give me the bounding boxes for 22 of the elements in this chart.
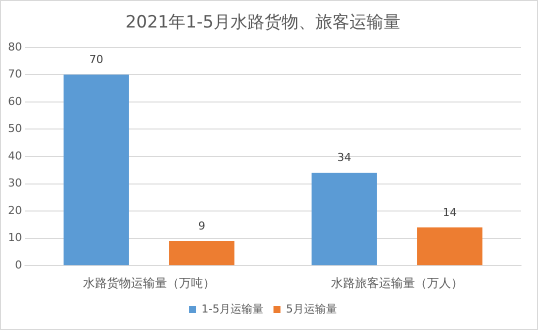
data-label: 14 — [442, 206, 457, 219]
chart-title: 2021年1-5月水路货物、旅客运输量 — [125, 12, 401, 33]
y-tick-label: 0 — [14, 258, 22, 272]
x-tick-label: 水路旅客运输量（万人） — [331, 276, 463, 290]
y-tick-label: 10 — [8, 231, 22, 244]
y-tick-label: 70 — [8, 68, 22, 81]
data-label: 70 — [89, 53, 104, 66]
legend-label: 1-5月运输量 — [202, 302, 264, 316]
y-tick-label: 40 — [8, 149, 22, 162]
bar — [169, 241, 234, 266]
y-tick-label: 80 — [8, 40, 22, 54]
bar — [417, 227, 482, 266]
bar — [312, 172, 377, 266]
y-tick-label: 60 — [8, 94, 22, 108]
bar — [64, 74, 129, 266]
y-tick-label: 30 — [8, 176, 22, 190]
data-label: 9 — [198, 219, 206, 232]
x-tick-label: 水路货物运输量（万吨） — [83, 276, 215, 290]
y-tick-label: 50 — [8, 122, 22, 136]
y-tick-label: 20 — [8, 204, 22, 217]
data-label: 34 — [337, 151, 352, 164]
legend-label: 5月运输量 — [286, 302, 337, 316]
